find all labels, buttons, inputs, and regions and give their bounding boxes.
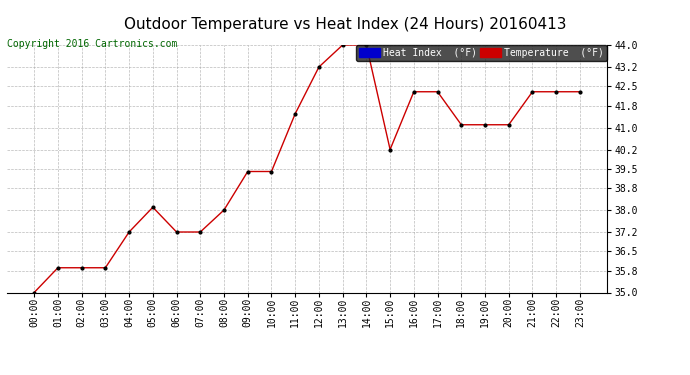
Text: Outdoor Temperature vs Heat Index (24 Hours) 20160413: Outdoor Temperature vs Heat Index (24 Ho… — [124, 17, 566, 32]
Legend: Heat Index  (°F), Temperature  (°F): Heat Index (°F), Temperature (°F) — [356, 45, 607, 61]
Text: Copyright 2016 Cartronics.com: Copyright 2016 Cartronics.com — [7, 39, 177, 50]
